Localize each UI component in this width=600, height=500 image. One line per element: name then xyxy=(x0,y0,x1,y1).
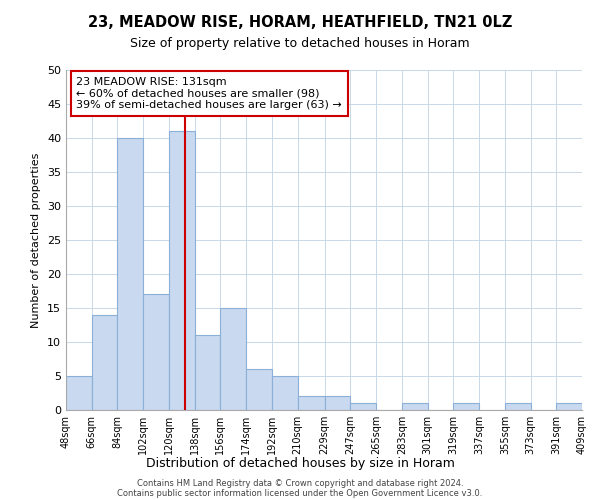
Bar xyxy=(66,376,92,410)
Bar xyxy=(350,403,376,410)
Bar xyxy=(169,131,194,410)
Bar xyxy=(220,308,246,410)
Text: 23 MEADOW RISE: 131sqm
← 60% of detached houses are smaller (98)
39% of semi-det: 23 MEADOW RISE: 131sqm ← 60% of detached… xyxy=(76,77,342,110)
Bar xyxy=(556,403,582,410)
Bar xyxy=(118,138,143,410)
Bar xyxy=(454,403,479,410)
Bar xyxy=(505,403,530,410)
Text: Size of property relative to detached houses in Horam: Size of property relative to detached ho… xyxy=(130,38,470,51)
Bar xyxy=(143,294,169,410)
Y-axis label: Number of detached properties: Number of detached properties xyxy=(31,152,41,328)
Bar xyxy=(325,396,350,410)
Bar xyxy=(402,403,428,410)
Text: 23, MEADOW RISE, HORAM, HEATHFIELD, TN21 0LZ: 23, MEADOW RISE, HORAM, HEATHFIELD, TN21… xyxy=(88,15,512,30)
Text: Distribution of detached houses by size in Horam: Distribution of detached houses by size … xyxy=(146,458,454,470)
Text: Contains HM Land Registry data © Crown copyright and database right 2024.: Contains HM Land Registry data © Crown c… xyxy=(137,478,463,488)
Bar xyxy=(298,396,325,410)
Bar xyxy=(246,369,272,410)
Bar xyxy=(92,315,118,410)
Text: Contains public sector information licensed under the Open Government Licence v3: Contains public sector information licen… xyxy=(118,488,482,498)
Bar xyxy=(272,376,298,410)
Bar xyxy=(194,335,220,410)
